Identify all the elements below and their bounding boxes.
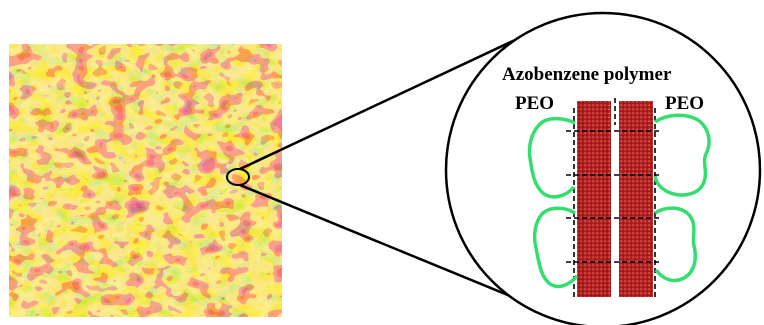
- label-peo-left: PEO: [515, 93, 554, 114]
- layer-boundaries: [566, 98, 662, 300]
- peo-coil-upper-left: [527, 116, 576, 199]
- selection-circle: [226, 168, 250, 186]
- peo-coil-lower-left: [532, 206, 579, 289]
- label-peo-right: PEO: [665, 93, 704, 114]
- zoom-line-top: [239, 38, 516, 171]
- peo-coil-lower-right: [654, 206, 697, 283]
- peo-coil-upper-right: [653, 113, 711, 197]
- afm-image: [9, 44, 282, 317]
- afm-scan-lines: [9, 44, 282, 317]
- label-azobenzene-polymer: Azobenzene polymer: [502, 64, 672, 85]
- polymer-column-left: [577, 101, 611, 297]
- polymer-column-right: [619, 101, 653, 297]
- zoom-line-bottom: [239, 183, 516, 300]
